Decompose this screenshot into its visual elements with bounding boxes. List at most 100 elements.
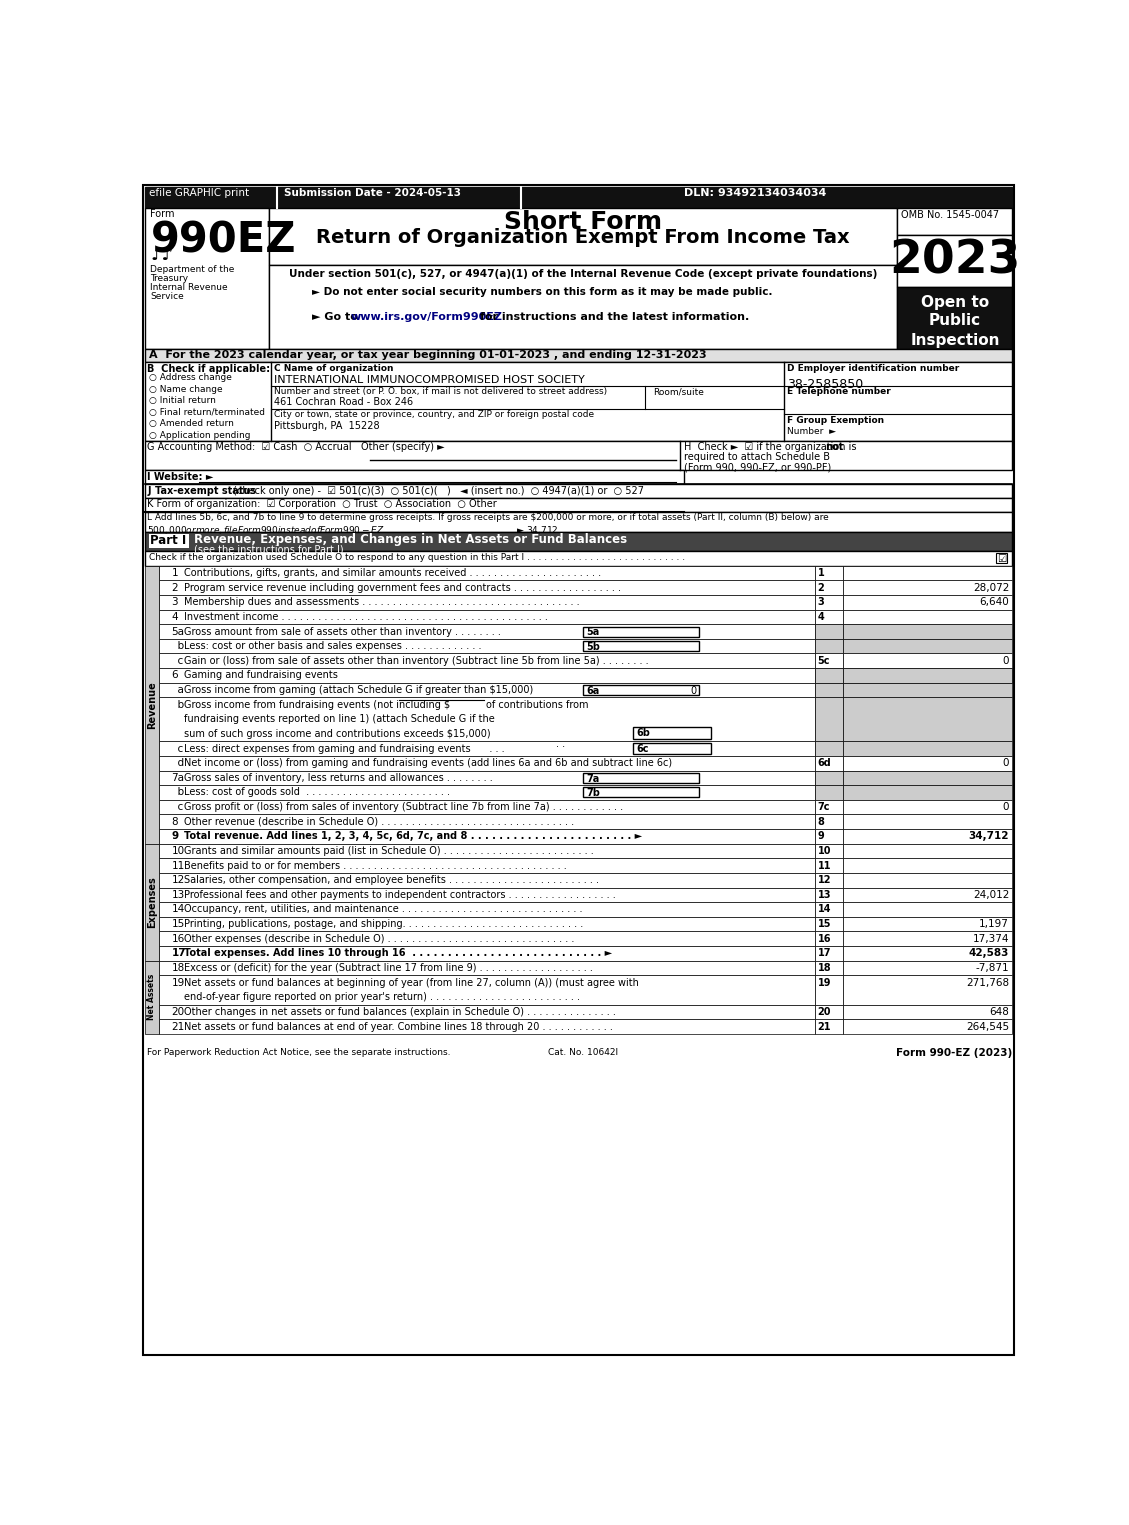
Bar bbox=[159, 741, 815, 756]
Text: Return of Organization Exempt From Income Tax: Return of Organization Exempt From Incom… bbox=[316, 229, 850, 247]
Bar bbox=[842, 610, 1013, 624]
Bar bbox=[842, 903, 1013, 917]
Text: -7,871: -7,871 bbox=[975, 962, 1009, 973]
Text: 17: 17 bbox=[172, 949, 186, 958]
Text: 7a: 7a bbox=[172, 773, 184, 782]
Text: Other changes in net assets or fund balances (explain in Schedule O) . . . . . .: Other changes in net assets or fund bala… bbox=[184, 1006, 615, 1017]
Bar bbox=[815, 917, 842, 932]
Bar bbox=[159, 785, 815, 799]
Text: 4: 4 bbox=[817, 612, 824, 622]
Bar bbox=[269, 207, 896, 265]
Bar bbox=[145, 207, 269, 349]
Bar bbox=[815, 1019, 842, 1034]
Bar bbox=[145, 470, 684, 483]
Text: Public: Public bbox=[929, 313, 981, 328]
Text: 2023: 2023 bbox=[890, 238, 1021, 284]
Text: Tax-exempt status: Tax-exempt status bbox=[155, 485, 256, 496]
Bar bbox=[815, 1005, 842, 1019]
Text: 20: 20 bbox=[172, 1006, 184, 1017]
Bar bbox=[159, 843, 815, 859]
Text: Net assets or fund balances at end of year. Combine lines 18 through 20 . . . . : Net assets or fund balances at end of ye… bbox=[184, 1022, 613, 1031]
Text: not: not bbox=[824, 442, 843, 453]
Bar bbox=[145, 843, 159, 961]
Text: OMB No. 1545-0047: OMB No. 1545-0047 bbox=[901, 210, 999, 220]
Text: 28,072: 28,072 bbox=[973, 583, 1009, 593]
Bar bbox=[815, 932, 842, 946]
Bar bbox=[842, 581, 1013, 595]
Text: Expenses: Expenses bbox=[147, 877, 157, 929]
Text: a: a bbox=[172, 685, 184, 695]
Text: 15: 15 bbox=[172, 920, 185, 929]
Text: 3: 3 bbox=[172, 598, 178, 607]
Bar bbox=[815, 976, 842, 1005]
Text: 3: 3 bbox=[817, 598, 824, 607]
Text: Gross income from gaming (attach Schedule G if greater than $15,000): Gross income from gaming (attach Schedul… bbox=[184, 685, 533, 695]
Bar bbox=[815, 785, 842, 799]
Text: Open to: Open to bbox=[921, 294, 989, 310]
Text: ○ Amended return: ○ Amended return bbox=[149, 419, 234, 429]
Bar bbox=[159, 859, 815, 872]
Bar bbox=[145, 441, 1013, 470]
Bar bbox=[583, 640, 699, 651]
Text: INTERNATIONAL IMMUNOCOMPROMISED HOST SOCIETY: INTERNATIONAL IMMUNOCOMPROMISED HOST SOC… bbox=[274, 375, 585, 384]
Text: Other revenue (describe in Schedule O) . . . . . . . . . . . . . . . . . . . . .: Other revenue (describe in Schedule O) .… bbox=[184, 817, 574, 827]
Bar bbox=[633, 743, 711, 753]
Bar bbox=[145, 349, 1013, 363]
Text: Inspection: Inspection bbox=[910, 332, 999, 348]
Text: of contributions from: of contributions from bbox=[485, 700, 588, 709]
Text: 0: 0 bbox=[690, 686, 695, 695]
Bar bbox=[159, 830, 815, 843]
Bar bbox=[145, 961, 159, 1034]
Bar bbox=[159, 595, 815, 610]
Bar bbox=[842, 843, 1013, 859]
Bar bbox=[815, 624, 842, 639]
Text: Number and street (or P. O. box, if mail is not delivered to street address): Number and street (or P. O. box, if mail… bbox=[274, 387, 607, 397]
Text: DLN: 93492134034034: DLN: 93492134034034 bbox=[684, 189, 826, 198]
Text: 21: 21 bbox=[172, 1022, 185, 1031]
Text: Check if the organization used Schedule O to respond to any question in this Par: Check if the organization used Schedule … bbox=[149, 552, 685, 561]
Bar bbox=[159, 566, 1013, 1034]
Text: Form: Form bbox=[150, 209, 175, 220]
Text: 14: 14 bbox=[817, 904, 831, 915]
Bar bbox=[842, 799, 1013, 814]
Bar bbox=[842, 917, 1013, 932]
Bar bbox=[269, 265, 896, 349]
Bar bbox=[159, 946, 815, 961]
Text: Cat. No. 10642I: Cat. No. 10642I bbox=[548, 1048, 618, 1057]
Text: 0: 0 bbox=[1003, 758, 1009, 769]
Text: ○ Initial return: ○ Initial return bbox=[149, 396, 216, 406]
Text: E Telephone number: E Telephone number bbox=[787, 387, 891, 397]
Bar bbox=[896, 287, 1013, 349]
Text: Form 990-EZ (2023): Form 990-EZ (2023) bbox=[896, 1048, 1013, 1058]
Bar bbox=[159, 639, 815, 654]
Bar bbox=[842, 976, 1013, 1005]
Bar bbox=[996, 554, 1007, 563]
Bar bbox=[815, 683, 842, 697]
Bar bbox=[145, 499, 1013, 512]
Text: b: b bbox=[172, 640, 184, 651]
Text: 14: 14 bbox=[172, 904, 185, 915]
Bar bbox=[815, 830, 842, 843]
Bar bbox=[159, 683, 815, 697]
Text: Less: cost of goods sold  . . . . . . . . . . . . . . . . . . . . . . . .: Less: cost of goods sold . . . . . . . .… bbox=[184, 787, 449, 798]
Bar bbox=[842, 668, 1013, 683]
Text: 18: 18 bbox=[817, 962, 831, 973]
Bar bbox=[159, 888, 815, 903]
Text: c: c bbox=[172, 744, 184, 753]
Text: 6a: 6a bbox=[586, 686, 599, 695]
Text: 8: 8 bbox=[817, 817, 824, 827]
Text: 0: 0 bbox=[1003, 802, 1009, 813]
Text: 9: 9 bbox=[817, 831, 824, 842]
Bar bbox=[815, 814, 842, 830]
Text: sum of such gross income and contributions exceeds $15,000): sum of such gross income and contributio… bbox=[184, 729, 490, 740]
Text: Salaries, other compensation, and employee benefits . . . . . . . . . . . . . . : Salaries, other compensation, and employ… bbox=[184, 875, 598, 884]
Text: Gross profit or (loss) from sales of inventory (Subtract line 7b from line 7a) .: Gross profit or (loss) from sales of inv… bbox=[184, 802, 623, 813]
Text: Part I: Part I bbox=[150, 534, 186, 547]
Bar bbox=[842, 683, 1013, 697]
Bar bbox=[842, 770, 1013, 785]
Text: C Name of organization: C Name of organization bbox=[274, 364, 394, 374]
Bar bbox=[842, 566, 1013, 581]
Bar bbox=[159, 976, 815, 1005]
Text: 5b: 5b bbox=[586, 642, 599, 651]
Bar bbox=[815, 668, 842, 683]
